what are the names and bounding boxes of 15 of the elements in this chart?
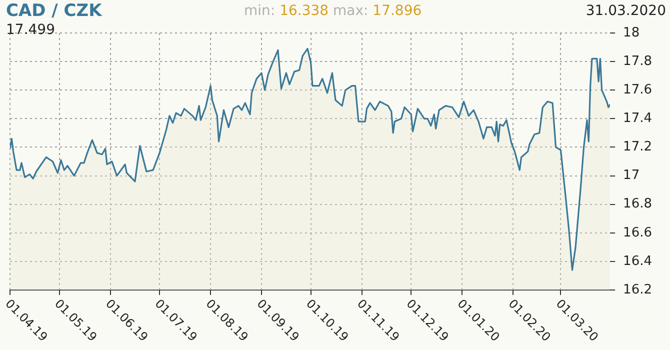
y-tick-label: 17.6 — [623, 82, 652, 98]
text: min: 16.338 — [244, 3, 329, 19]
annotation: 17.499 — [6, 22, 55, 38]
y-tick-label: 16.8 — [623, 196, 652, 212]
text: max: 17.896 — [333, 3, 422, 19]
y-tick-label: 16.2 — [623, 282, 652, 298]
y-tick-label: 17 — [623, 168, 640, 184]
y-tick-label: 17.4 — [623, 111, 652, 126]
chart-title: CAD / CZK — [6, 1, 102, 21]
y-tick-label: 16.6 — [623, 225, 652, 240]
y-tick-label: 16.4 — [623, 254, 652, 269]
text: 31.03.2020 — [586, 3, 666, 19]
y-tick-label: 18 — [623, 25, 640, 40]
y-tick-label: 17.8 — [623, 54, 652, 69]
y-tick-label: 17.2 — [623, 140, 652, 155]
